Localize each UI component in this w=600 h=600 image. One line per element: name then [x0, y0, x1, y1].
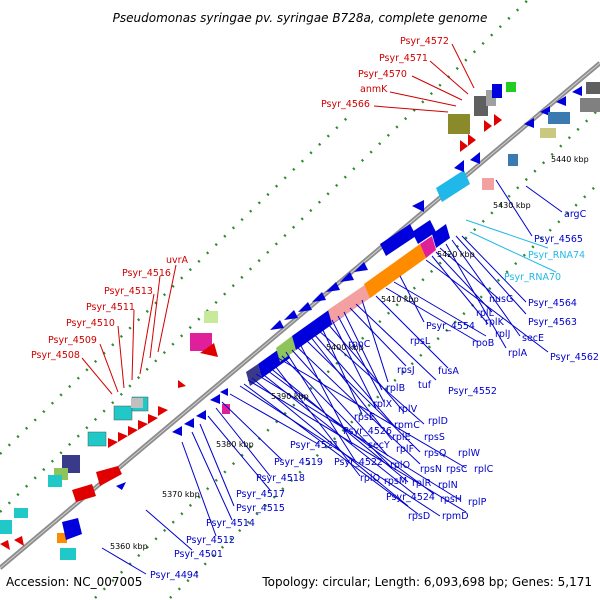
- gene-label: argC: [564, 209, 587, 220]
- gene-label: Psyr_4565: [534, 234, 583, 245]
- gene-label: Psyr_RNA70: [504, 272, 561, 283]
- svg-text:5360 kbp: 5360 kbp: [110, 542, 148, 551]
- gene-label: Psyr_4572: [400, 36, 449, 47]
- gene-label: Psyr_4570: [358, 69, 407, 80]
- gene-label: Psyr_4510: [66, 318, 115, 329]
- svg-text:5430 kbp: 5430 kbp: [493, 201, 531, 210]
- callout-lines: [81, 43, 563, 575]
- accession-label: Accession: NC_007005: [6, 575, 142, 589]
- gene-label: rplF: [396, 444, 414, 455]
- gene-label: rplQ: [360, 473, 380, 484]
- gene-label: Psyr_4513: [104, 286, 153, 297]
- gene-label: Psyr_4514: [206, 518, 255, 529]
- gene-label: Psyr_4522: [334, 457, 383, 468]
- reverse-gene-labels[interactable]: argC Psyr_4565 Psyr_4564 nusG Psyr_4563 …: [150, 209, 599, 581]
- svg-text:5410 kbp: 5410 kbp: [381, 295, 419, 304]
- svg-text:5390 kbp: 5390 kbp: [271, 392, 309, 401]
- gene-label: Psyr_4501: [174, 549, 223, 560]
- gene-label: rpsE: [354, 412, 375, 423]
- gene-label: rplA: [508, 348, 528, 359]
- gene-label: rpsD: [408, 511, 430, 522]
- gene-label: rpsH: [440, 494, 462, 505]
- gene-label: rpsC: [446, 464, 468, 475]
- gene-label: Psyr_4517: [236, 489, 285, 500]
- gene-label: Psyr_4515: [236, 503, 285, 514]
- genome-title: Pseudomonas syringae pv. syringae B728a,…: [113, 11, 488, 25]
- gene-label: rpsQ: [424, 448, 446, 459]
- gene-label: rpmD: [442, 511, 469, 522]
- gene-label: Psyr_4494: [150, 570, 199, 581]
- gene-label: secY: [368, 440, 390, 451]
- gene-label: Psyr_4554: [426, 321, 475, 332]
- gene-label: uvrA: [166, 255, 189, 266]
- gene-label: Psyr_4566: [321, 99, 370, 110]
- gene-label: Psyr_4521: [290, 440, 339, 451]
- gene-label: Psyr_4571: [379, 53, 428, 64]
- svg-text:5400 kbp: 5400 kbp: [326, 343, 364, 352]
- gene-label: Psyr_4511: [86, 302, 135, 313]
- gene-label: rplO: [390, 460, 410, 471]
- gene-label: rplK: [485, 317, 505, 328]
- gene-label: rplV: [398, 404, 418, 415]
- gene-label: rplX: [373, 399, 393, 410]
- gene-label: rplW: [458, 448, 481, 459]
- gene-label: rplC: [474, 464, 494, 475]
- gene-label: rplJ: [495, 329, 510, 340]
- gene-label: Psyr_4526: [343, 426, 392, 437]
- gene-label: Psyr_4562: [550, 352, 599, 363]
- gene-label: rpsN: [420, 464, 442, 475]
- gene-label: rpsL: [410, 336, 431, 347]
- gene-label: rpoC: [348, 339, 371, 350]
- gene-label: rplB: [386, 383, 405, 394]
- gene-label: rplD: [428, 416, 448, 427]
- gene-label: Psyr_4563: [528, 317, 577, 328]
- gene-label: rpsJ: [397, 365, 415, 376]
- gene-label: rpmC: [394, 420, 420, 431]
- gene-label: Psyr_4564: [528, 298, 577, 309]
- forward-gene-labels[interactable]: Psyr_4572 Psyr_4571 Psyr_4570 anmK Psyr_…: [31, 36, 449, 361]
- svg-text:5370 kbp: 5370 kbp: [162, 490, 200, 499]
- gene-label: rplP: [468, 497, 487, 508]
- gene-label: rpsS: [424, 432, 445, 443]
- gene-label: Psyr_RNA74: [528, 250, 585, 261]
- gene-label: secE: [522, 333, 544, 344]
- gene-label: rpsM: [384, 476, 407, 487]
- gene-label: Psyr_4518: [256, 473, 305, 484]
- gene-label: Psyr_4552: [448, 386, 497, 397]
- gene-features[interactable]: [0, 82, 600, 560]
- gene-label: Psyr_4519: [274, 457, 323, 468]
- gene-label: Psyr_4524: [386, 492, 435, 503]
- gene-label: rplL: [476, 308, 495, 319]
- svg-text:5440 kbp: 5440 kbp: [551, 155, 589, 164]
- gene-label: anmK: [360, 84, 388, 95]
- kbp-markers: 5360 kbp 5370 kbp 5380 kbp 5390 kbp 5400…: [110, 155, 589, 551]
- gene-label: Psyr_4512: [186, 535, 235, 546]
- gene-label: rplE: [392, 432, 411, 443]
- gene-label: fusA: [438, 366, 459, 377]
- gene-label: tuf: [418, 380, 432, 391]
- svg-text:5420 kbp: 5420 kbp: [437, 250, 475, 259]
- topology-summary: Topology: circular; Length: 6,093,698 bp…: [261, 575, 592, 589]
- svg-text:5380 kbp: 5380 kbp: [216, 440, 254, 449]
- gene-label: rplR: [412, 478, 432, 489]
- gene-label: Psyr_4516: [122, 268, 171, 279]
- gene-label: rplN: [438, 480, 458, 491]
- gene-label: Psyr_4509: [48, 335, 97, 346]
- gene-label: rpoB: [472, 338, 494, 349]
- rna-gene-labels[interactable]: Psyr_RNA74 Psyr_RNA70: [504, 250, 585, 283]
- gene-label: Psyr_4508: [31, 350, 80, 361]
- gene-label: nusG: [489, 294, 513, 305]
